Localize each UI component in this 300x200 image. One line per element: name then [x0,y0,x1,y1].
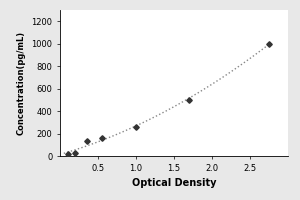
Y-axis label: Concentration(pg/mL): Concentration(pg/mL) [17,31,26,135]
X-axis label: Optical Density: Optical Density [132,178,216,188]
